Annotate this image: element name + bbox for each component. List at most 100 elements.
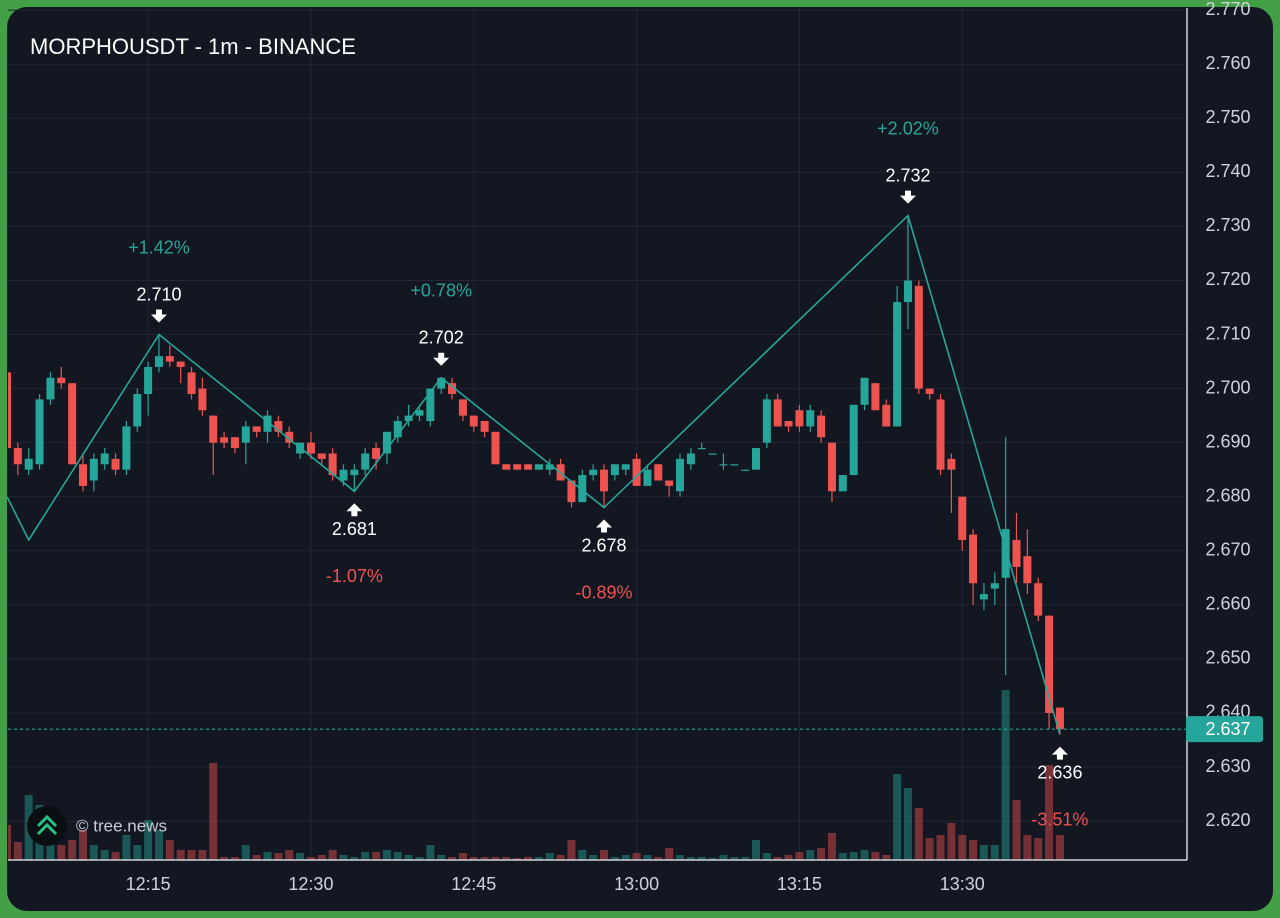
volume-bar: [838, 853, 847, 860]
candle-body: [925, 388, 934, 394]
candle-body: [187, 372, 196, 394]
x-tick-label: 12:45: [451, 874, 496, 894]
volume-bar: [600, 850, 609, 860]
candle-body: [1034, 583, 1043, 616]
candle-body: [545, 464, 554, 470]
candle-body: [719, 464, 728, 466]
y-tick-label: 2.770: [1205, 0, 1250, 19]
candle-body: [773, 399, 782, 427]
volume-bar: [306, 857, 315, 860]
volume-bar: [893, 774, 902, 860]
candle-body: [328, 453, 337, 476]
volume-bar: [751, 840, 760, 860]
volume-bar: [328, 850, 337, 860]
x-tick-label: 13:15: [777, 874, 822, 894]
candle-body: [632, 458, 641, 486]
candle-body: [893, 302, 902, 427]
candle-body: [252, 426, 261, 432]
x-tick-label: 12:15: [126, 874, 171, 894]
volume-bar: [393, 852, 402, 860]
pivot-arrow: [899, 190, 916, 204]
candle-body: [382, 431, 391, 454]
axes: 2.770 2.760 2.750 2.740 2.730 2.720 2.710 2.700…: [126, 0, 1263, 894]
candle-body: [665, 480, 674, 486]
volume-bar: [154, 830, 163, 860]
volume-bar: [491, 857, 500, 860]
volume-bar: [361, 852, 370, 860]
volume-bar: [545, 853, 554, 860]
candle-body: [534, 464, 543, 470]
volume-bar: [111, 852, 120, 860]
candle-body: [165, 356, 174, 362]
candle-body: [393, 421, 402, 438]
candle-body: [524, 464, 533, 470]
volume-bar: [947, 823, 956, 860]
candle-body: [469, 415, 478, 427]
y-tick-label: 2.650: [1205, 648, 1250, 668]
volume-bar: [469, 857, 478, 860]
volume-bar: [285, 850, 294, 860]
volume-bar: [68, 840, 77, 860]
volume-bar: [252, 855, 261, 860]
volume-bar: [741, 857, 750, 860]
volume-bar: [589, 855, 598, 860]
candle-body: [817, 415, 826, 438]
volume-bar: [448, 857, 457, 860]
x-tick-label: 13:30: [940, 874, 985, 894]
volume-bar: [437, 855, 446, 860]
candle-body: [1055, 707, 1064, 730]
volume-bar: [372, 852, 381, 860]
volume-bar: [187, 850, 196, 860]
volume-bar: [1012, 800, 1021, 860]
candle-body: [990, 583, 999, 589]
candle-body: [144, 366, 153, 394]
candle-body: [361, 453, 370, 470]
y-tick-label: 2.710: [1205, 323, 1250, 343]
candle-body: [567, 480, 576, 503]
pivot-arrow: [346, 503, 363, 517]
candle-body: [68, 383, 77, 465]
volume-bar: [1045, 765, 1054, 860]
volume-bar: [827, 833, 836, 860]
candle-body: [784, 421, 793, 427]
pivot-change-label: +1.42%: [128, 237, 190, 257]
volume-bar: [578, 850, 587, 860]
volume-bar: [643, 855, 652, 860]
volume-bar: [936, 835, 945, 860]
volume-bar: [1023, 835, 1032, 860]
candle-body: [502, 464, 511, 470]
y-tick-label: 2.740: [1205, 161, 1250, 181]
pivot-price-label: 2.710: [136, 284, 181, 304]
volume-bar: [730, 857, 739, 860]
grid: [8, 8, 1187, 860]
volume-bar: [57, 845, 66, 860]
volume-bar: [969, 840, 978, 860]
candle-body: [676, 458, 685, 492]
candle-body: [903, 280, 912, 303]
candle-body: [513, 464, 522, 470]
volume-bar: [806, 850, 815, 860]
pivot-arrow: [1051, 746, 1068, 760]
volume-bar: [133, 845, 142, 860]
zigzag-line: [6, 214, 1061, 735]
candle-layer: [8, 215, 1064, 735]
volume-bar: [480, 857, 489, 860]
candle-body: [111, 458, 120, 470]
pivot-price-label: 2.678: [582, 535, 627, 555]
candle-body: [350, 469, 359, 476]
candle-body: [806, 410, 815, 427]
candle-body: [979, 594, 988, 600]
volume-bar: [1055, 835, 1064, 860]
y-tick-label: 2.670: [1205, 540, 1250, 560]
candle-body: [730, 464, 739, 466]
pivot-change-label: +2.02%: [877, 118, 939, 138]
volume-bar: [1001, 690, 1010, 860]
candle-body: [610, 464, 619, 476]
candle-body: [285, 431, 294, 443]
candle-body: [751, 448, 760, 470]
volume-bar: [78, 830, 87, 860]
volume-bar: [610, 857, 619, 860]
candle-body: [230, 437, 239, 449]
y-tick-label: 2.720: [1205, 269, 1250, 289]
